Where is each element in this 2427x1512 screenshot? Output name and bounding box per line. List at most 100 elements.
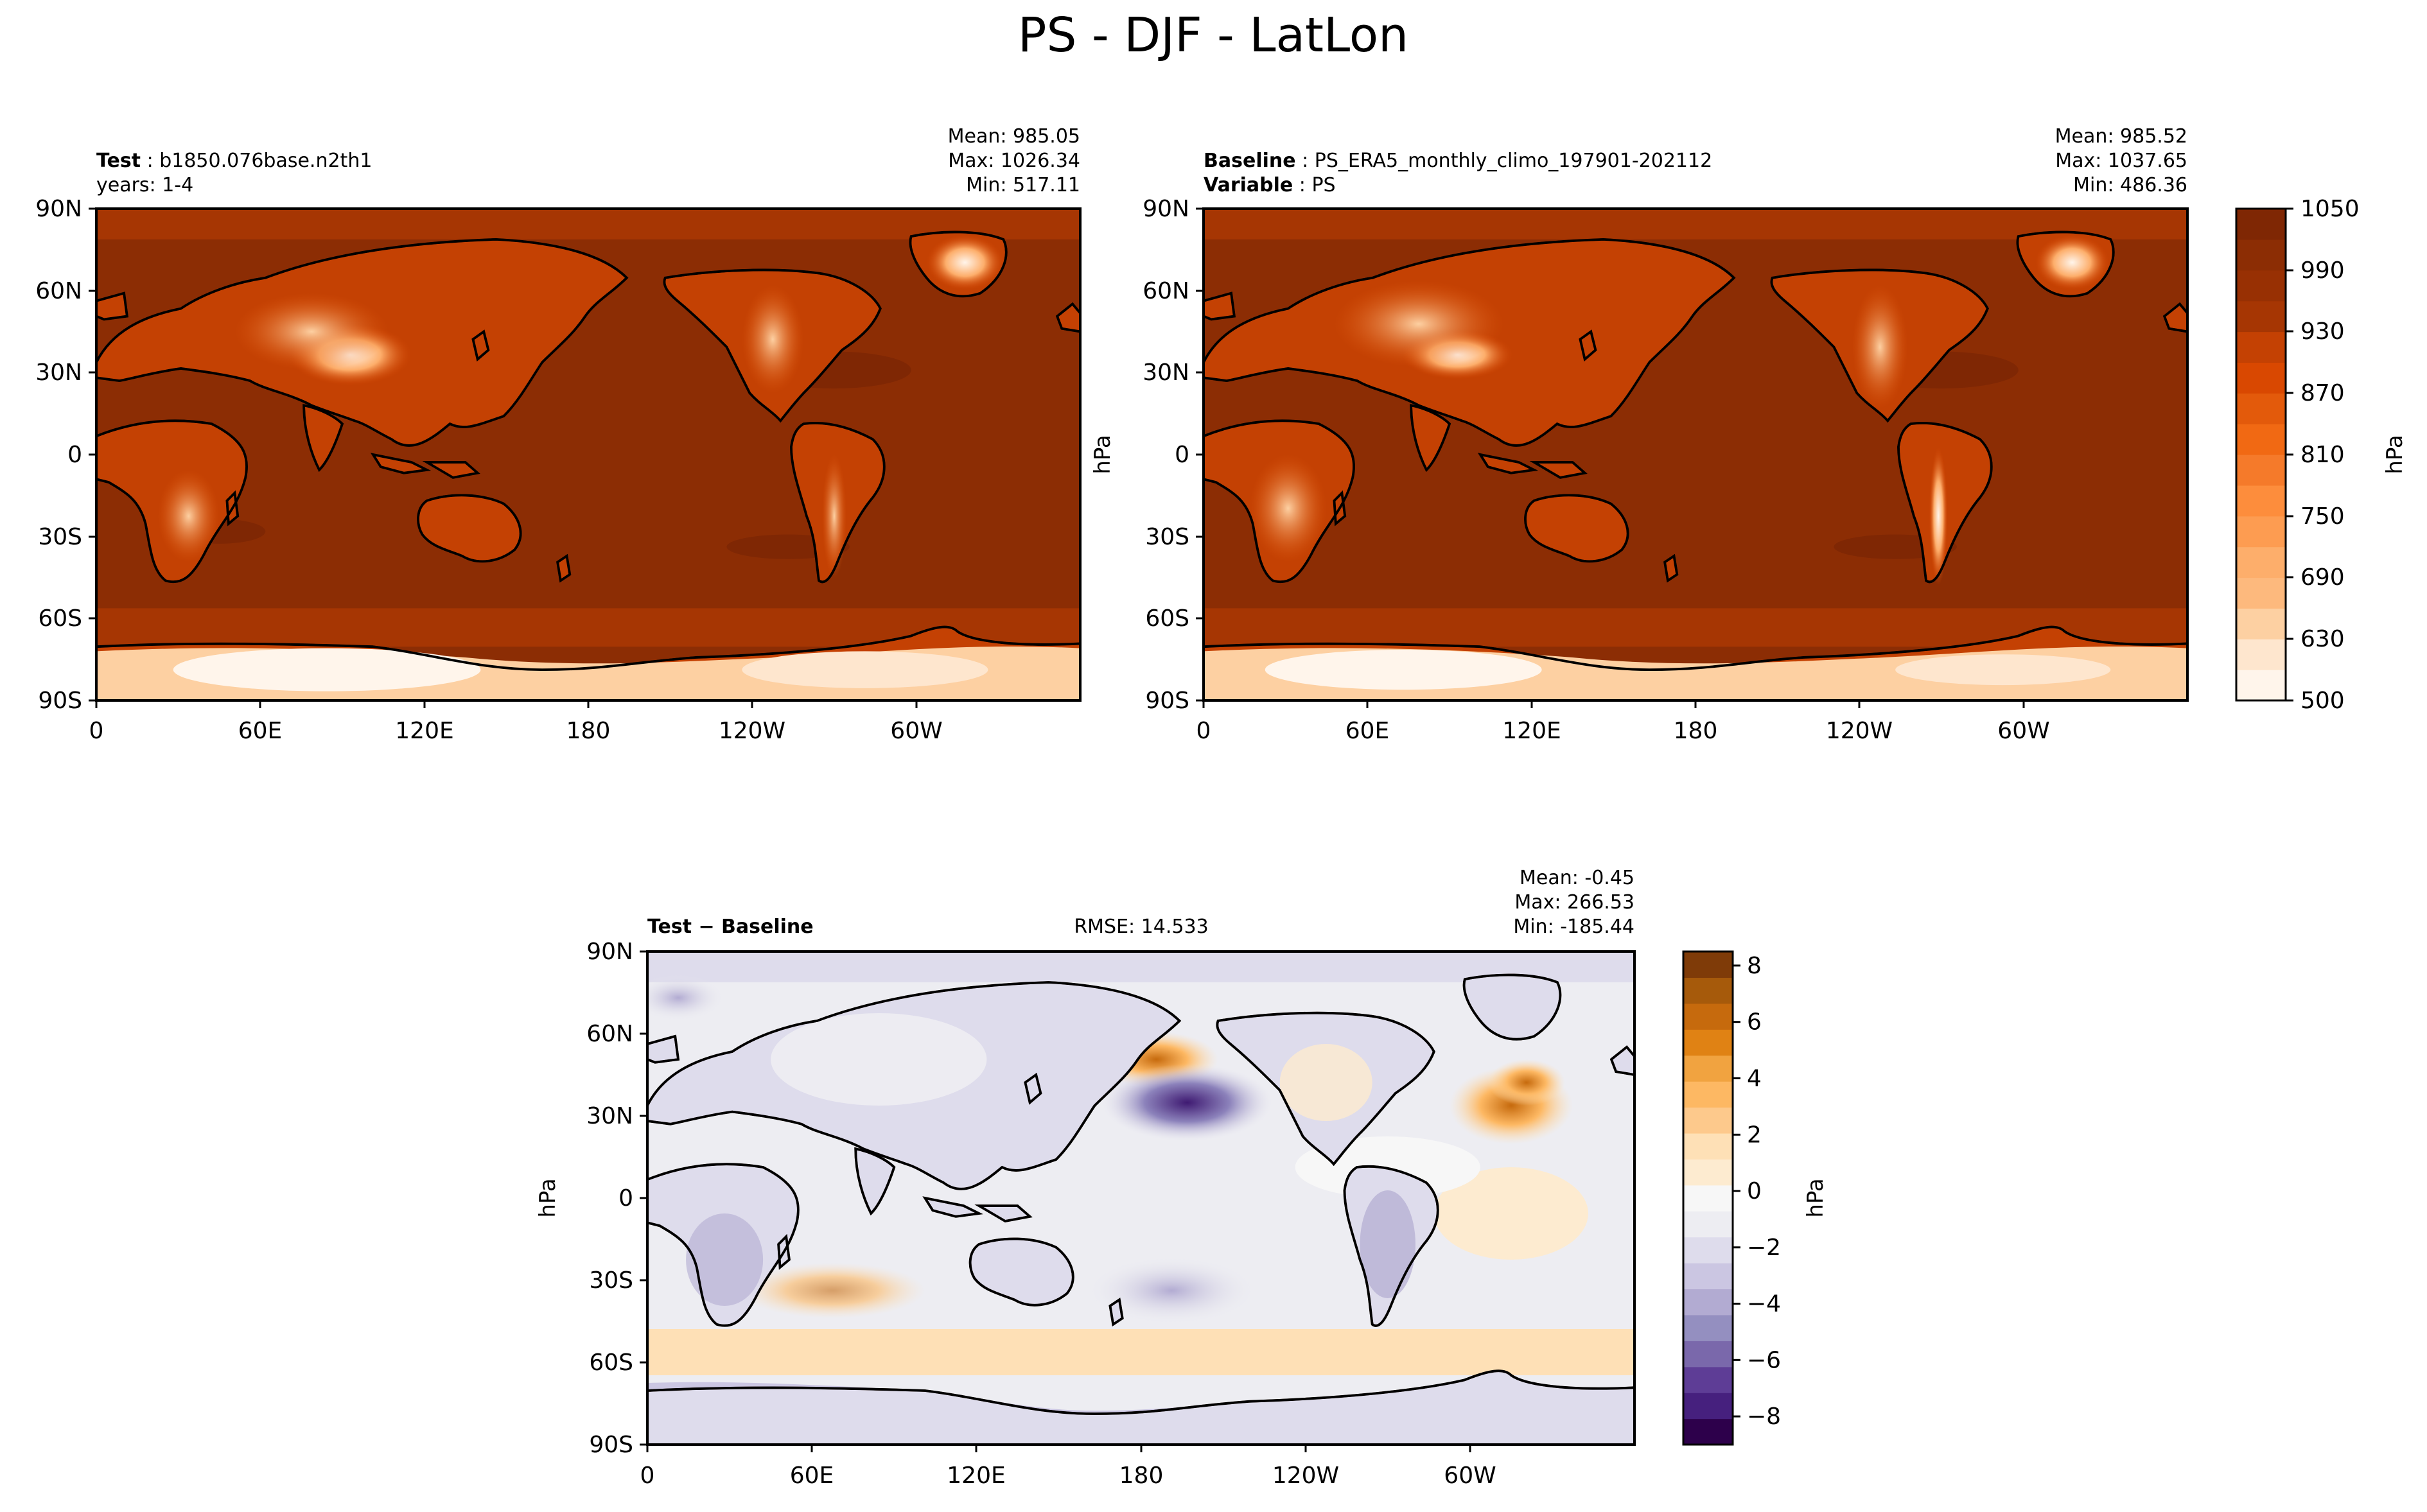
test-lat-tick-60N: 60N xyxy=(35,278,82,304)
ps-cbar-tick-930: 930 xyxy=(2300,318,2345,345)
diff-colorbar-band xyxy=(1683,1211,1733,1238)
ps-colorbar-band xyxy=(2236,455,2286,486)
baseline-stat-mean: Mean: 985.52 xyxy=(2055,125,2187,148)
baseline-stat-max: Max: 1037.65 xyxy=(2055,150,2187,172)
ps-cbar-tick-690: 690 xyxy=(2300,564,2345,591)
ps-colorbar-band xyxy=(2236,209,2286,240)
diff-colorbar-band xyxy=(1683,1263,1733,1290)
test-stat-mean: Mean: 985.05 xyxy=(948,125,1080,148)
ps-cbar-tick-870: 870 xyxy=(2300,380,2345,406)
baseline-subtitle-text: PS xyxy=(1311,174,1335,196)
diff-cbar-tick-label: −2 xyxy=(1747,1235,1781,1261)
diff-colorbar-band xyxy=(1683,1289,1733,1316)
test-panel: Mean: 985.05 Max: 1026.34 Min: 517.11 Te… xyxy=(35,125,1082,744)
baseline-map xyxy=(1202,207,2189,702)
ps-cbar-tick-990: 990 xyxy=(2300,257,2345,284)
ps-colorbar-band xyxy=(2236,239,2286,271)
diff-stat-mean: Mean: -0.45 xyxy=(1520,867,1634,889)
diff-colorbar-band xyxy=(1683,1341,1733,1368)
baseline-panel: Mean: 985.52 Max: 1037.65 Min: 486.36 Ba… xyxy=(1090,125,2189,744)
baseline-ylabel: hPa xyxy=(1090,435,1116,474)
diff-lat-axis: 90N 60N 30N 0 30S 60S 90S xyxy=(586,939,647,1458)
diff-colorbar-band xyxy=(1683,1055,1733,1082)
ps-colorbar-band xyxy=(2236,608,2286,639)
diff-colorbar-bands xyxy=(1683,952,1733,1445)
test-map xyxy=(95,207,1082,702)
ps-cbar-tick-750: 750 xyxy=(2300,503,2345,530)
diff-colorbar-band xyxy=(1683,1237,1733,1264)
diff-cbar-tick-label: 4 xyxy=(1747,1066,1762,1092)
ps-colorbar-band xyxy=(2236,546,2286,578)
diff-cbar-tick-label: −4 xyxy=(1747,1291,1781,1317)
diff-colorbar-band xyxy=(1683,1003,1733,1030)
test-lon-tick-120E: 120E xyxy=(395,718,453,744)
baseline-lon-tick-120E: 120E xyxy=(1502,718,1561,744)
ps-colorbar-band xyxy=(2236,516,2286,548)
ps-colorbar-band xyxy=(2236,393,2286,424)
diff-colorbar-band xyxy=(1683,1185,1733,1212)
test-lat-tick-30N: 30N xyxy=(35,360,82,386)
ps-colorbar-band xyxy=(2236,485,2286,517)
test-lat-tick-90N: 90N xyxy=(35,196,82,222)
ps-colorbar-band xyxy=(2236,639,2286,670)
diff-colorbar-band xyxy=(1683,1314,1733,1341)
baseline-lat-tick-90S: 90S xyxy=(1145,688,1189,714)
ps-colorbar-band xyxy=(2236,362,2286,394)
diff-map xyxy=(646,950,1636,1446)
baseline-subtitle-bold: Variable xyxy=(1204,174,1293,196)
baseline-lon-tick-60E: 60E xyxy=(1345,718,1390,744)
test-lon-tick-120W: 120W xyxy=(719,718,785,744)
diff-cbar-tick-label: 0 xyxy=(1747,1178,1762,1204)
diff-colorbar-band xyxy=(1683,1107,1733,1134)
diff-stat-max: Max: 266.53 xyxy=(1514,891,1634,914)
baseline-lon-tick-60W: 60W xyxy=(1997,718,2049,744)
diff-colorbar-band xyxy=(1683,1393,1733,1420)
difference-panel: Mean: -0.45 Max: 266.53 Min: -185.44 Tes… xyxy=(535,867,1636,1489)
ps-colorbar-band xyxy=(2236,577,2286,609)
ps-cbar-tick-630: 630 xyxy=(2300,626,2345,652)
diff-lon-tick-180: 180 xyxy=(1119,1463,1164,1489)
diff-ylabel: hPa xyxy=(535,1178,561,1217)
diff-cbar-tick-label: −6 xyxy=(1747,1347,1781,1373)
test-lat-tick-90S: 90S xyxy=(38,688,82,714)
baseline-lat-tick-30S: 30S xyxy=(1145,524,1189,550)
baseline-lat-tick-0: 0 xyxy=(1175,442,1189,468)
diff-colorbar-band xyxy=(1683,1366,1733,1393)
diff-colorbar-band xyxy=(1683,1159,1733,1186)
diff-lat-tick-90N: 90N xyxy=(586,939,633,965)
diff-lon-tick-60E: 60E xyxy=(790,1463,834,1489)
diff-colorbar-band xyxy=(1683,1029,1733,1056)
baseline-lat-tick-30N: 30N xyxy=(1143,360,1189,386)
diff-colorbar-band xyxy=(1683,1081,1733,1108)
ps-colorbar-bands xyxy=(2236,209,2286,701)
test-lon-tick-60W: 60W xyxy=(890,718,942,744)
test-lat-tick-60S: 60S xyxy=(38,605,82,632)
diff-lat-tick-30N: 30N xyxy=(586,1103,633,1129)
baseline-lon-axis: 0 60E 120E 180 120W 60W xyxy=(1196,700,2050,744)
test-lat-axis: 90N 60N 30N 0 30S 60S 90S xyxy=(35,196,96,714)
diff-colorbar-ticks: 8 6 4 2 0 −2 −4 −6 −8 xyxy=(1733,953,1781,1430)
baseline-lon-tick-120W: 120W xyxy=(1826,718,1893,744)
test-lat-tick-30S: 30S xyxy=(38,524,82,550)
test-subtitle: years: 1-4 xyxy=(96,174,193,196)
diff-lon-tick-0: 0 xyxy=(640,1463,655,1489)
ps-cbar-label: hPa xyxy=(2382,435,2408,474)
diff-lon-tick-120W: 120W xyxy=(1272,1463,1339,1489)
test-lon-tick-180: 180 xyxy=(566,718,611,744)
diff-lon-tick-60W: 60W xyxy=(1444,1463,1496,1489)
diff-lon-tick-120E: 120E xyxy=(947,1463,1005,1489)
diff-cbar-tick-label: 8 xyxy=(1747,953,1762,979)
diff-cbar-label: hPa xyxy=(1803,1178,1828,1217)
ps-cbar-tick-1050: 1050 xyxy=(2300,196,2360,222)
ps-colorbar-band xyxy=(2236,670,2286,701)
diff-rmse: RMSE: 14.533 xyxy=(1074,916,1208,938)
test-lon-tick-0: 0 xyxy=(89,718,104,744)
baseline-lon-tick-180: 180 xyxy=(1674,718,1718,744)
diff-colorbar-band xyxy=(1683,1418,1733,1445)
diff-stat-min: Min: -185.44 xyxy=(1513,916,1634,938)
test-stat-min: Min: 517.11 xyxy=(966,174,1080,196)
diff-colorbar-band xyxy=(1683,977,1733,1004)
baseline-stat-min: Min: 486.36 xyxy=(2073,174,2187,196)
baseline-lat-tick-60N: 60N xyxy=(1143,278,1189,304)
